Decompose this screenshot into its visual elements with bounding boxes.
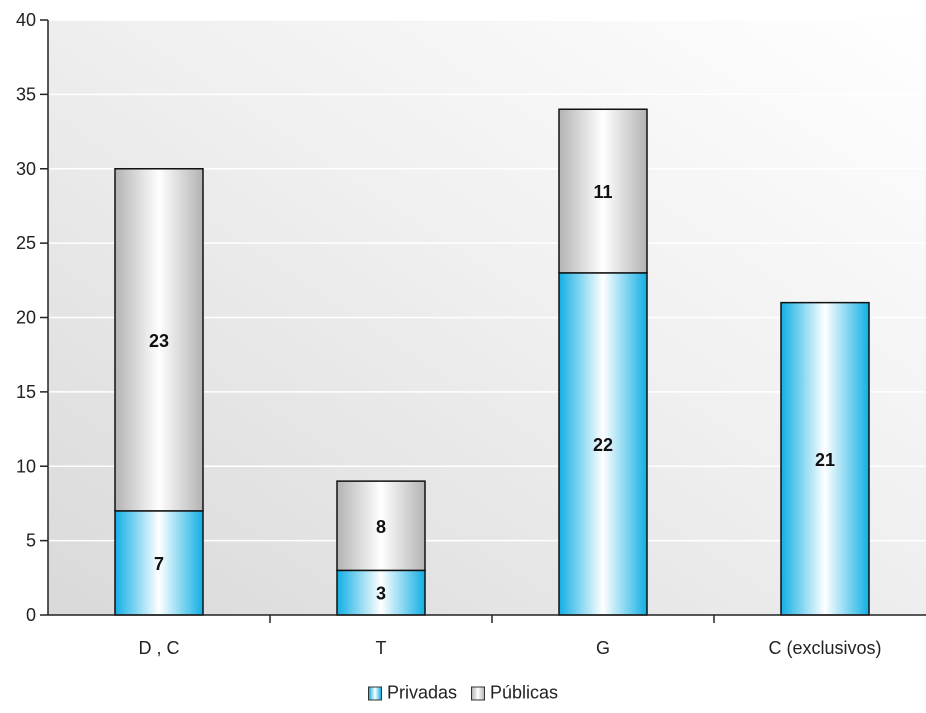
y-tick-label: 40 (16, 10, 36, 30)
bar-privadas (114, 510, 204, 616)
y-tick-label: 35 (16, 84, 36, 104)
bar-pblicas (336, 480, 426, 572)
bar-pblicas (114, 168, 204, 512)
x-tick-label: C (exclusivos) (768, 638, 881, 658)
y-tick-label: 10 (16, 456, 36, 476)
legend-swatch-privadas (367, 686, 382, 700)
legend: Privadas Públicas (0, 683, 926, 704)
data-label: 22 (593, 435, 613, 455)
data-label: 23 (149, 331, 169, 351)
y-tick-label: 5 (26, 531, 36, 551)
data-label: 7 (154, 554, 164, 574)
y-tick-label: 0 (26, 605, 36, 625)
legend-item-privadas: Privadas (367, 682, 457, 704)
y-tick-label: 15 (16, 382, 36, 402)
legend-item-publicas: Públicas (470, 682, 559, 704)
data-label: 21 (815, 450, 835, 470)
legend-label-privadas: Privadas (386, 682, 457, 703)
y-tick-label: 30 (16, 159, 36, 179)
data-label: 3 (376, 584, 386, 604)
legend-swatch-publicas (470, 686, 485, 700)
x-tick-label: G (596, 638, 610, 658)
bar-privadas (336, 569, 426, 616)
legend-label-publicas: Públicas (489, 682, 559, 703)
x-tick-label: D , C (138, 638, 179, 658)
bar-privadas (558, 272, 648, 616)
x-tick-label: T (376, 638, 387, 658)
y-tick-label: 25 (16, 233, 36, 253)
data-label: 8 (376, 517, 386, 537)
data-label: 11 (593, 182, 612, 202)
bar-pblicas (558, 108, 648, 274)
y-tick-label: 20 (16, 308, 36, 328)
bar-privadas (780, 301, 870, 616)
